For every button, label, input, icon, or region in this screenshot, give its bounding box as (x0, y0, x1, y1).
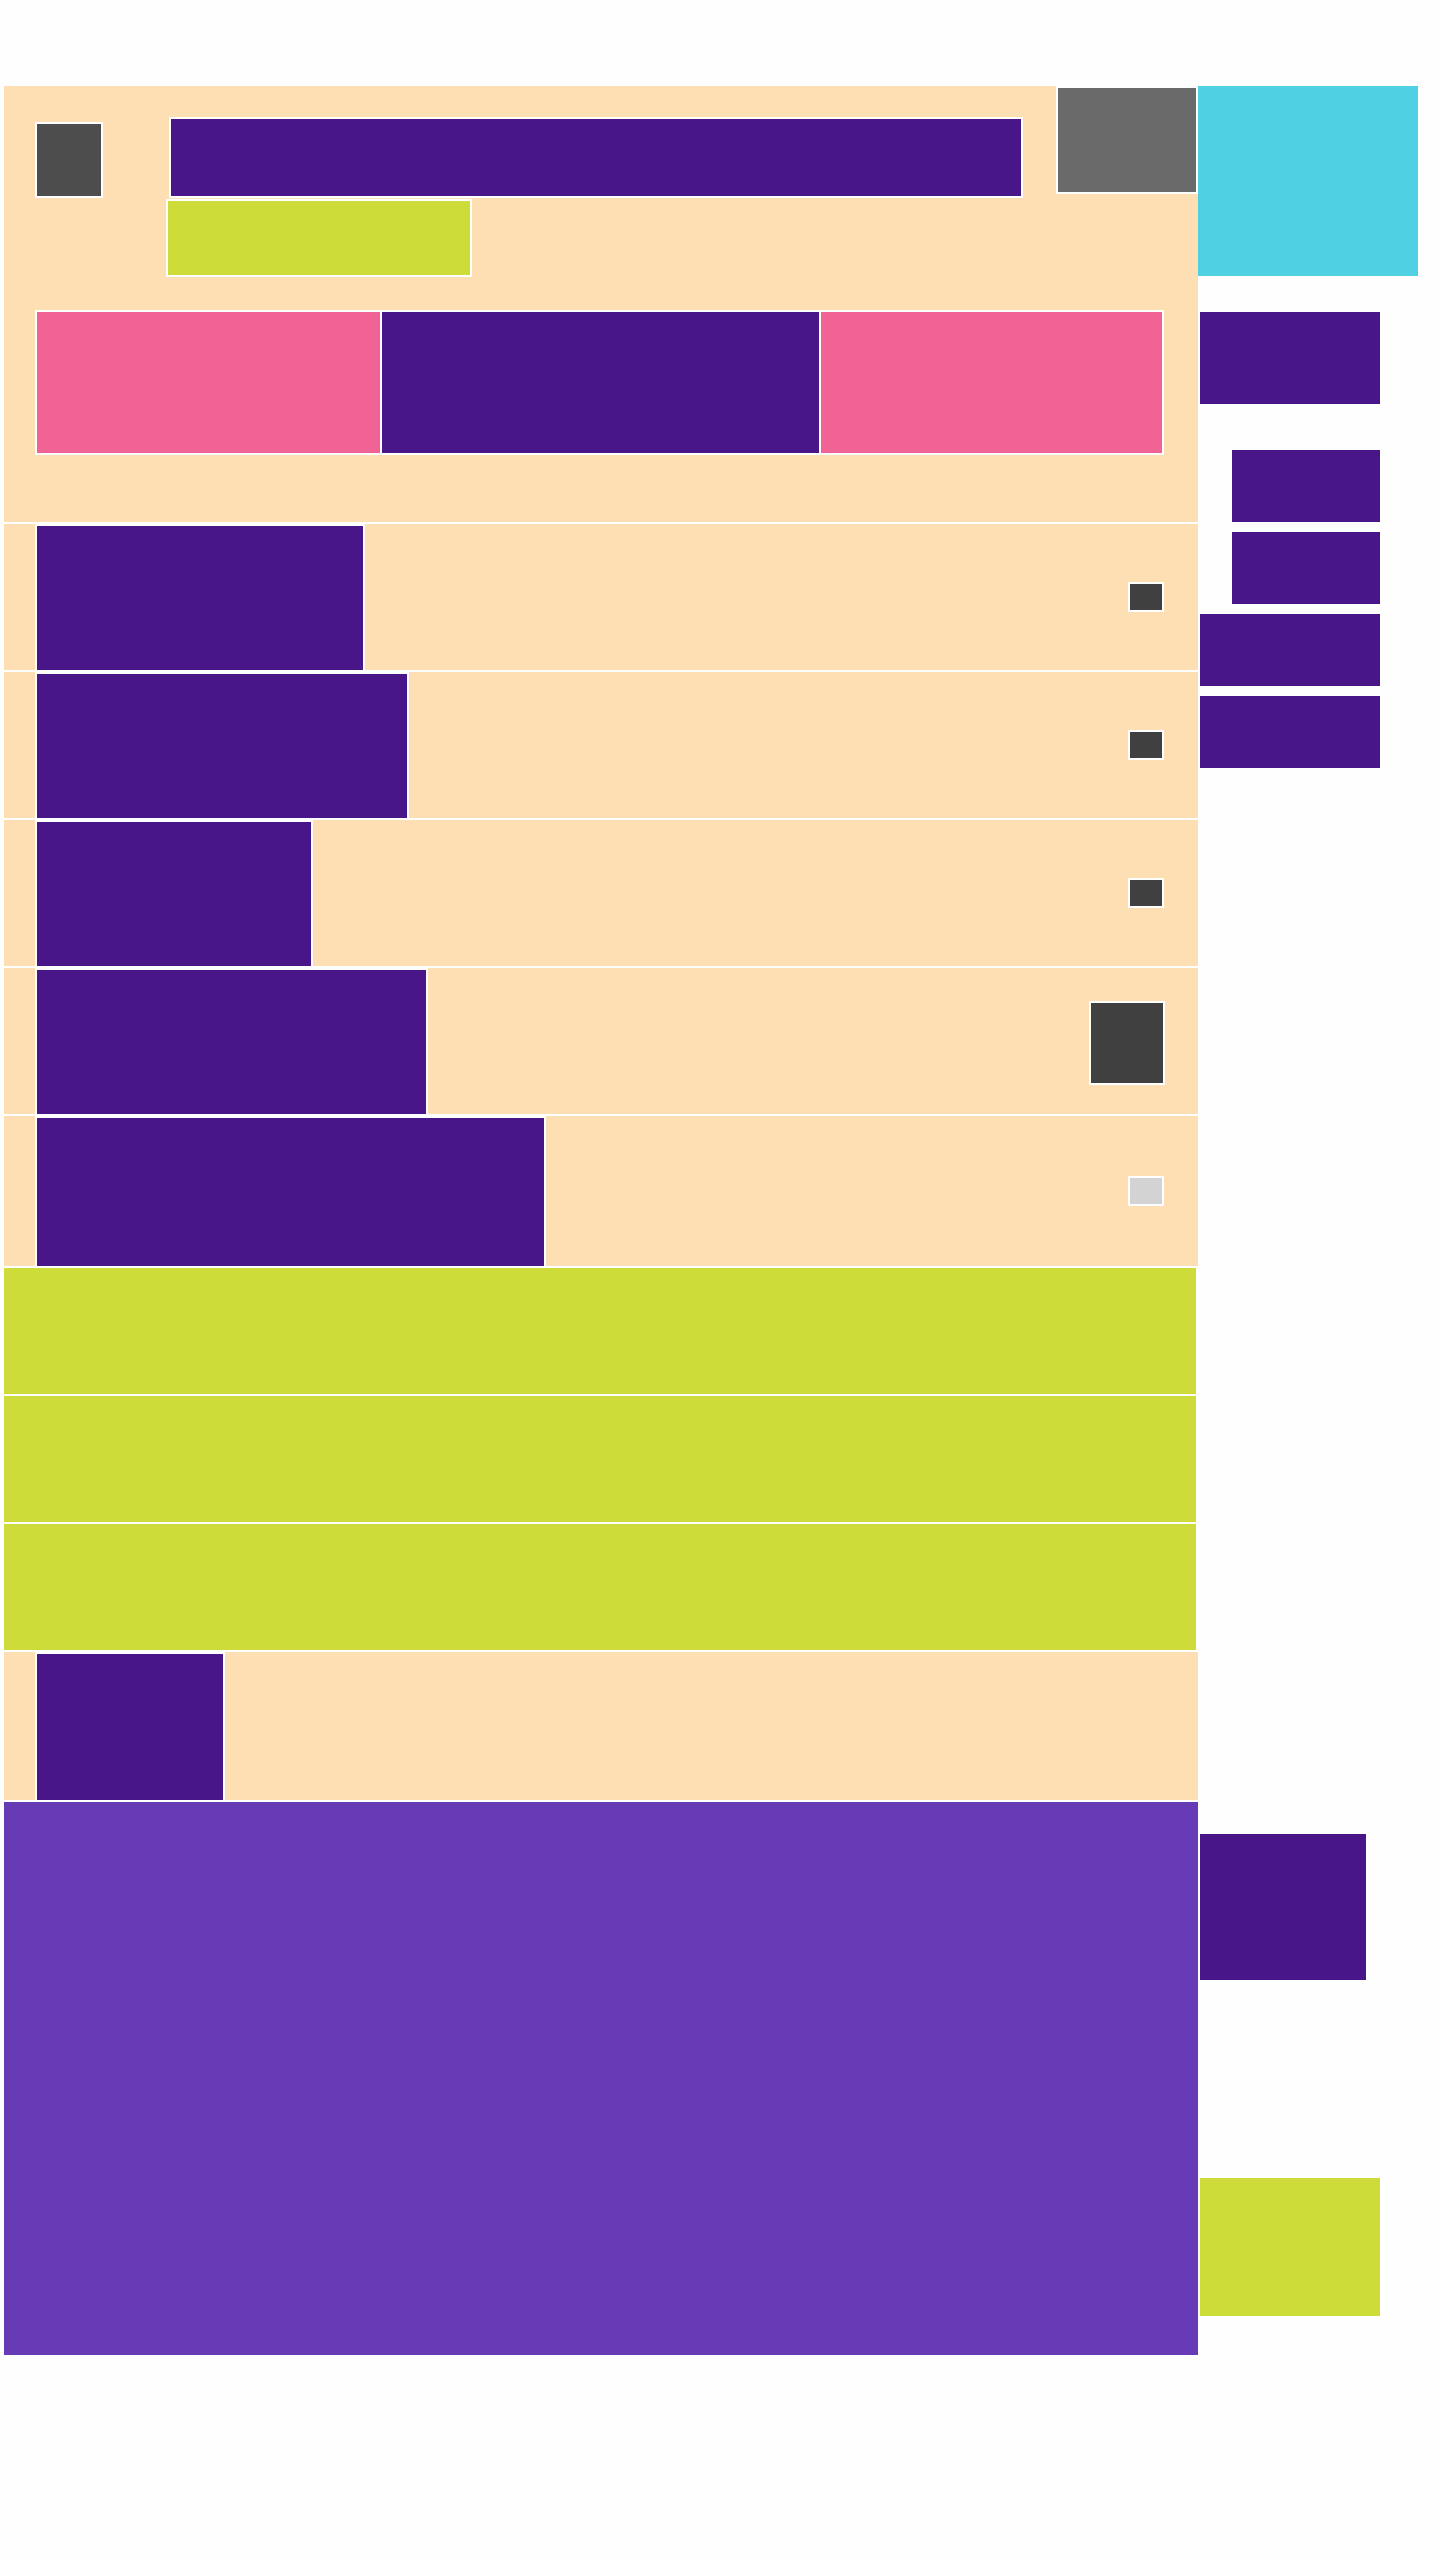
action-bar[interactable] (2, 1522, 1198, 1652)
list-item-label (35, 1116, 546, 1270)
sidebar-item[interactable] (1230, 448, 1382, 524)
list-item-label (35, 820, 313, 970)
list-item[interactable] (4, 1650, 1198, 1804)
sidebar-banner (1198, 86, 1418, 276)
checkbox-icon[interactable] (1128, 1176, 1164, 1206)
list-item[interactable] (4, 966, 1198, 1118)
footer-panel (4, 1800, 1198, 2355)
sidebar-item[interactable] (1198, 694, 1382, 770)
chevron-icon[interactable] (1128, 582, 1164, 612)
image-icon[interactable] (1089, 1001, 1165, 1085)
list-item-label (35, 1652, 225, 1804)
action-bar[interactable] (2, 1394, 1198, 1524)
sidebar-footer-button[interactable] (1198, 2176, 1382, 2318)
sidebar-item[interactable] (1230, 530, 1382, 606)
sidebar-footer-item[interactable] (1198, 1832, 1368, 1982)
sidebar-item[interactable] (1198, 310, 1382, 406)
sidebar-item[interactable] (1198, 612, 1382, 688)
tab-1[interactable] (35, 310, 382, 455)
list-item[interactable] (4, 1114, 1198, 1270)
page-title (169, 117, 1023, 198)
chevron-icon[interactable] (1128, 878, 1164, 908)
list-item-label (35, 524, 365, 674)
tab-3[interactable] (819, 310, 1164, 455)
chevron-icon[interactable] (1128, 730, 1164, 760)
list-item-label (35, 968, 428, 1118)
list-item[interactable] (4, 670, 1198, 822)
list-item[interactable] (4, 522, 1198, 674)
menu-icon[interactable] (35, 122, 103, 198)
subtitle-button[interactable] (166, 199, 472, 277)
list-item-label (35, 672, 409, 822)
tab-2[interactable] (380, 310, 821, 455)
action-bar[interactable] (2, 1266, 1198, 1396)
image-icon (1056, 86, 1198, 194)
list-item[interactable] (4, 818, 1198, 970)
